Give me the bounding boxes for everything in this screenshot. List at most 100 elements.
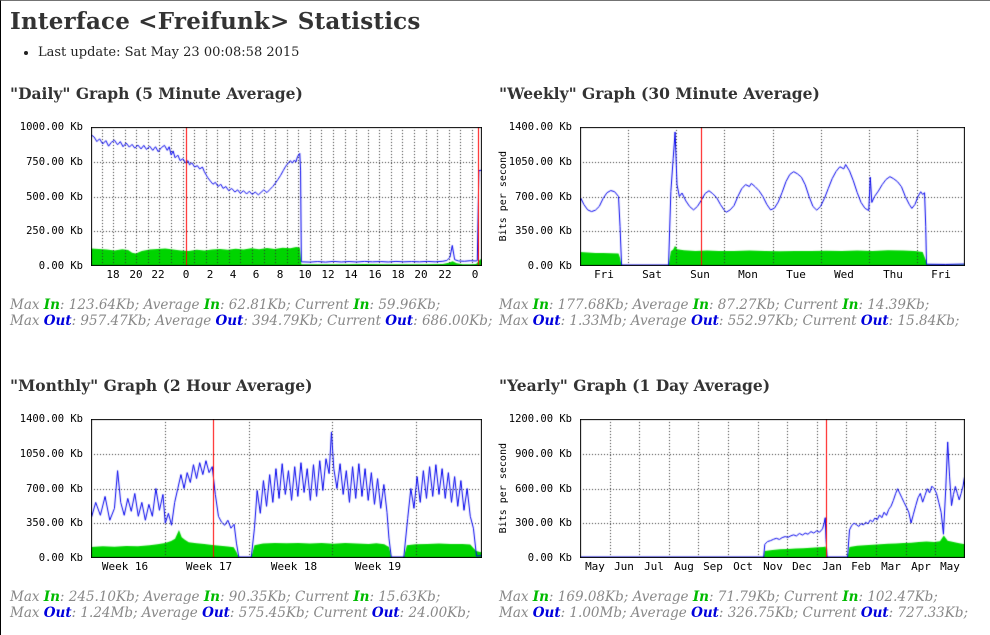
y-tick-label: 350.00 Kb — [515, 225, 572, 237]
daily-graph-row: 0.00 Kb 250.00 Kb 500.00 Kb 750.00 Kb 1000.0… — [8, 121, 497, 283]
y-axis-title: Bits per second — [498, 443, 509, 534]
stat-direction-label: Out — [215, 313, 244, 330]
x-tick-label: 10 — [298, 268, 312, 281]
stat-direction-label: In — [692, 297, 709, 313]
stats-line-in: Max In: 177.68Kb; Average In: 87.27Kb; C… — [499, 297, 930, 313]
stats-line-out: Max Out: 1.33Mb; Average Out: 552.97Kb; … — [499, 313, 960, 330]
monthly-graph-stats: Max In: 245.10Kb; Average In: 90.35Kb; C… — [10, 589, 497, 622]
weekly-graph-stats: Max In: 177.68Kb; Average In: 87.27Kb; C… — [499, 297, 986, 330]
y-tick-label: 900.00 Kb — [515, 447, 572, 460]
yearly-graph-row: Bits per second 0.00 Kb 300.00 Kb 600.00 K… — [497, 413, 986, 575]
stat-direction-label: In — [203, 297, 220, 313]
x-tick-label: Mon — [738, 268, 758, 281]
x-tick-label: 0 — [471, 268, 479, 281]
x-tick-label: Aug — [674, 559, 694, 573]
daily-plot: 18 20 22 0 2 4 6 8 10 12 14 16 18 20 22 0 — [91, 127, 482, 283]
weekly-graph-canvas — [580, 127, 965, 266]
stat-direction-label: Out — [43, 313, 72, 330]
x-tick-label: Apr — [911, 559, 931, 573]
y-tick-label: 250.00 Kb — [26, 225, 83, 237]
yearly-y-axis: 0.00 Kb 300.00 Kb 600.00 Kb 900.00 Kb 1200.0… — [509, 413, 574, 564]
x-tick-label: 16 — [368, 268, 382, 281]
x-tick-label: Fri — [931, 268, 951, 281]
x-tick-label: Nov — [763, 559, 783, 573]
stat-direction-label: In — [43, 297, 60, 313]
x-tick-label: May — [940, 559, 960, 573]
x-tick-label: Week 18 — [270, 559, 318, 573]
yearly-graph-stats: Max In: 169.08Kb; Average In: 71.79Kb; C… — [499, 589, 986, 622]
monthly-graph-title: "Monthly" Graph (2 Hour Average) — [10, 375, 313, 395]
y-tick-label: 700.00 Kb — [515, 191, 572, 203]
stat-direction-label: In — [203, 588, 220, 605]
x-tick-label: 4 — [229, 268, 237, 281]
stats-line-out: Max Out: 1.00Mb; Average Out: 326.75Kb; … — [499, 605, 969, 622]
x-tick-label: 6 — [252, 268, 260, 281]
y-axis-title — [8, 127, 21, 266]
y-tick-label: 0.00 Kb — [527, 260, 572, 272]
stat-direction-label: In — [842, 588, 859, 605]
x-tick-label: 14 — [344, 268, 358, 281]
stat-direction-label: In — [532, 588, 549, 605]
stat-direction-label: In — [842, 297, 859, 313]
stat-direction-label: In — [353, 297, 370, 313]
y-tick-label: 1400.00 Kb — [508, 121, 572, 133]
x-tick-label: Sep — [703, 559, 723, 573]
y-tick-label: 750.00 Kb — [26, 156, 83, 168]
yearly-x-axis: May Jun Jul Aug Sep Oct Nov Dec Jan Feb Mar Apr May — [580, 558, 965, 575]
monthly-y-axis: 0.00 Kb 350.00 Kb 700.00 Kb 1050.00 Kb 1400.… — [20, 413, 85, 564]
x-tick-label: 20 — [414, 268, 428, 281]
monthly-plot: Week 16 Week 17 Week 18 Week 19 — [91, 418, 482, 575]
stats-line-out: Max Out: 957.47Kb; Average Out: 394.79Kb… — [10, 313, 493, 330]
weekly-plot: Fri Sat Sun Mon Tue Wed Thu Fri — [580, 127, 965, 283]
daily-y-axis: 0.00 Kb 250.00 Kb 500.00 Kb 750.00 Kb 1000.0… — [20, 121, 85, 272]
monthly-x-axis: Week 16 Week 17 Week 18 Week 19 — [91, 558, 482, 575]
y-tick-label: 700.00 Kb — [26, 482, 83, 495]
stat-direction-label: Out — [532, 313, 561, 330]
x-tick-label: Jan — [822, 559, 842, 573]
x-tick-label: Fri — [594, 268, 614, 281]
stats-line-out: Max Out: 1.24Mb; Average Out: 575.45Kb; … — [10, 605, 471, 622]
daily-x-axis: 18 20 22 0 2 4 6 8 10 12 14 16 18 20 22 0 — [91, 266, 482, 283]
meta-list: Last update: Sat May 23 00:08:58 2015 — [38, 45, 990, 60]
x-tick-label: Week 16 — [101, 559, 149, 573]
x-tick-label: 22 — [151, 268, 165, 281]
monthly-graph-block: "Monthly" Graph (2 Hour Average) 0.00 Kb… — [8, 376, 497, 622]
stat-direction-label: Out — [860, 605, 889, 622]
x-tick-label: 2 — [206, 268, 214, 281]
weekly-x-axis: Fri Sat Sun Mon Tue Wed Thu Fri — [580, 266, 965, 283]
x-tick-label: 8 — [276, 268, 284, 281]
weekly-graph-row: Bits per second 0.00 Kb 350.00 Kb 700.00 K… — [497, 121, 986, 283]
y-tick-label: 1050.00 Kb — [508, 156, 572, 168]
daily-graph-title: "Daily" Graph (5 Minute Average) — [10, 84, 303, 103]
daily-graph-block: "Daily" Graph (5 Minute Average) 0.00 Kb… — [8, 84, 497, 330]
stats-line-in: Max In: 123.64Kb; Average In: 62.81Kb; C… — [10, 297, 441, 313]
x-tick-label: Sat — [642, 268, 662, 281]
graphs-grid: "Daily" Graph (5 Minute Average) 0.00 Kb… — [8, 84, 990, 622]
daily-graph-canvas — [91, 127, 482, 266]
stat-direction-label: Out — [860, 313, 889, 330]
y-tick-label: 300.00 Kb — [515, 516, 572, 529]
yearly-plot: May Jun Jul Aug Sep Oct Nov Dec Jan Feb Mar Apr May — [580, 418, 965, 575]
stat-direction-label: Out — [532, 605, 561, 622]
stat-direction-label: In — [532, 297, 549, 313]
stat-direction-label: Out — [385, 313, 414, 330]
x-tick-label: 18 — [391, 268, 405, 281]
stat-direction-label: In — [353, 588, 370, 605]
y-tick-label: 0.00 Kb — [38, 260, 83, 272]
stat-direction-label: Out — [371, 605, 400, 622]
y-axis-title: Bits per second — [498, 151, 509, 242]
x-tick-label: 20 — [129, 268, 143, 281]
y-tick-label: 1000.00 Kb — [19, 121, 83, 133]
stats-line-in: Max In: 245.10Kb; Average In: 90.35Kb; C… — [10, 588, 441, 605]
y-tick-label: 1200.00 Kb — [508, 412, 572, 425]
x-tick-label: Feb — [851, 559, 871, 573]
x-tick-label: Wed — [834, 268, 854, 281]
daily-graph-stats: Max In: 123.64Kb; Average In: 62.81Kb; C… — [10, 297, 497, 330]
mrtg-page: Interface <Freifunk> Statistics Last upd… — [1, 1, 990, 622]
stat-direction-label: Out — [691, 605, 719, 622]
x-tick-label: Tue — [786, 268, 806, 281]
x-tick-label: Oct — [733, 559, 753, 573]
x-tick-label: 12 — [321, 268, 335, 281]
x-tick-label: 18 — [106, 268, 120, 281]
y-tick-label: 0.00 Kb — [527, 551, 572, 564]
